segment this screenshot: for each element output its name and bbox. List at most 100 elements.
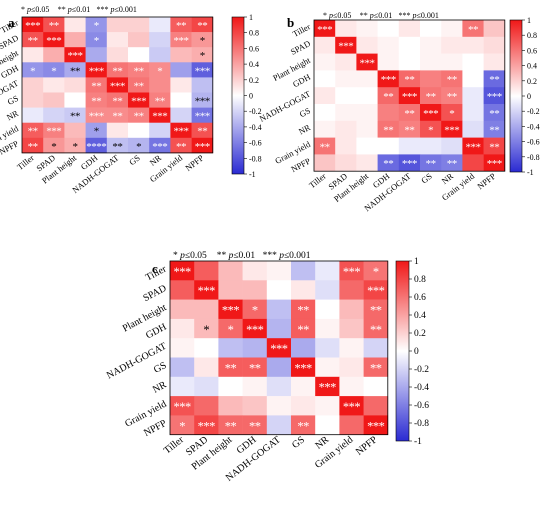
significance-mark-b-5-6: * bbox=[449, 108, 454, 120]
heatmap-cell-c-3-7 bbox=[339, 318, 364, 339]
significance-mark-b-3-4: ** bbox=[404, 74, 414, 86]
heatmap-cell-b-7-5 bbox=[420, 137, 442, 155]
colorbar-tick-label-c-10: -1 bbox=[414, 437, 422, 447]
significance-mark-a-1-1: *** bbox=[46, 35, 61, 47]
significance-mark-c-5-3: ** bbox=[249, 361, 261, 375]
significance-mark-a-8-3: **** bbox=[86, 141, 106, 153]
significance-mark-a-5-5: *** bbox=[131, 95, 146, 107]
legend-p01-b: ** p≤0.01 bbox=[360, 11, 392, 20]
heatmap-cell-a-7-0 bbox=[22, 122, 44, 139]
heatmap-cell-a-0-3 bbox=[85, 17, 108, 33]
panel-label-b: b bbox=[287, 15, 294, 30]
colorbar-tick-label-a-6: -0.2 bbox=[249, 107, 262, 116]
heatmap-cell-a-6-1 bbox=[43, 107, 65, 123]
heatmap-cell-b-1-7 bbox=[462, 36, 484, 54]
heatmap-cell-a-0-6 bbox=[149, 17, 171, 33]
heatmap-cell-b-1-4 bbox=[398, 36, 421, 54]
heatmap-cell-c-5-7 bbox=[339, 357, 364, 378]
significance-mark-b-7-0: ** bbox=[320, 141, 330, 153]
heatmap-cell-a-2-8 bbox=[191, 47, 214, 63]
significance-mark-a-1-3: * bbox=[94, 35, 99, 47]
significance-mark-a-5-8: *** bbox=[195, 95, 210, 107]
significance-mark-c-2-5: ** bbox=[297, 303, 309, 317]
heatmap-cell-c-8-1 bbox=[194, 415, 219, 435]
significance-mark-a-6-3: *** bbox=[89, 111, 104, 123]
heatmap-cell-a-4-8 bbox=[191, 77, 214, 93]
significance-mark-b-8-3: ** bbox=[383, 158, 393, 170]
heatmap-cell-b-2-3 bbox=[377, 53, 400, 71]
heatmap-cell-b-5-5 bbox=[420, 104, 442, 122]
significance-mark-a-5-3: ** bbox=[91, 95, 101, 107]
heatmap-cell-c-1-0 bbox=[170, 280, 195, 300]
significance-mark-c-0-0: *** bbox=[173, 265, 191, 279]
heatmap-cell-c-4-5 bbox=[291, 338, 316, 358]
colorbar-tick-label-b-6: -0.2 bbox=[527, 107, 540, 116]
heatmap-cell-c-5-1 bbox=[194, 357, 219, 378]
colorbar-tick-label-a-8: -0.6 bbox=[249, 139, 262, 148]
heatmap-cell-c-6-3 bbox=[242, 376, 268, 397]
heatmap-cell-a-8-0 bbox=[22, 137, 44, 154]
heatmap-cell-c-3-6 bbox=[315, 318, 340, 339]
heatmap-cell-b-2-0 bbox=[314, 53, 336, 71]
heatmap-cell-a-0-4 bbox=[106, 17, 129, 33]
significance-mark-c-5-8: ** bbox=[370, 361, 382, 375]
significance-mark-b-7-7: *** bbox=[466, 141, 481, 153]
row-label-c-4: NADH-GOGAT bbox=[105, 341, 169, 382]
significance-mark-c-3-3: *** bbox=[246, 323, 264, 337]
significance-mark-a-6-5: ** bbox=[134, 111, 144, 123]
heatmap-cell-c-1-3 bbox=[242, 280, 268, 300]
heatmap-cell-b-8-2 bbox=[356, 154, 378, 172]
heatmap-cell-c-7-0 bbox=[170, 396, 195, 416]
colorbar-tick-label-a-3: 0.4 bbox=[249, 60, 259, 69]
heatmap-cell-b-6-5 bbox=[420, 120, 442, 138]
heatmap-cell-c-3-5 bbox=[291, 318, 316, 339]
heatmap-cell-c-7-4 bbox=[266, 396, 292, 416]
heatmap-cell-a-4-0 bbox=[22, 77, 44, 93]
heatmap-cell-c-4-1 bbox=[194, 338, 219, 358]
heatmap-cell-b-2-8 bbox=[483, 53, 506, 71]
significance-mark-a-0-1: ** bbox=[49, 20, 59, 32]
heatmap-cell-b-2-7 bbox=[462, 53, 484, 71]
heatmap-cell-a-1-6 bbox=[149, 32, 171, 48]
heatmap-cell-b-0-2 bbox=[356, 20, 378, 38]
significance-mark-a-5-6: ** bbox=[155, 95, 165, 107]
row-label-b-5: GS bbox=[298, 105, 313, 119]
colorbar-tick-label-c-9: -0.8 bbox=[414, 419, 429, 429]
heatmap-cell-b-3-5 bbox=[420, 70, 442, 88]
significance-mark-c-2-8: ** bbox=[370, 303, 382, 317]
heatmap-cell-a-7-1 bbox=[43, 122, 65, 139]
significance-mark-b-6-4: ** bbox=[404, 125, 414, 137]
significance-mark-a-7-1: *** bbox=[46, 126, 61, 138]
heatmap-cell-a-5-2 bbox=[64, 92, 86, 108]
heatmap-cell-b-6-4 bbox=[398, 120, 421, 138]
heatmap-cell-a-0-5 bbox=[128, 17, 150, 33]
heatmap-cell-c-8-5 bbox=[291, 415, 316, 435]
legend-p001-b: *** p≤0.001 bbox=[398, 11, 438, 20]
significance-mark-b-2-2: *** bbox=[360, 57, 375, 69]
colorbar-tick-label-c-7: -0.4 bbox=[414, 383, 429, 393]
heatmap-cell-c-0-6 bbox=[315, 261, 340, 281]
heatmap-cell-b-1-0 bbox=[314, 36, 336, 54]
heatmap-cell-a-8-6 bbox=[149, 137, 171, 154]
heatmap-cell-c-4-7 bbox=[339, 338, 364, 358]
significance-mark-c-2-2: *** bbox=[222, 303, 240, 317]
heatmap-cell-a-4-1 bbox=[43, 77, 65, 93]
colorbar-tick-label-b-10: -1 bbox=[527, 168, 534, 177]
heatmap-cell-b-4-3 bbox=[377, 87, 400, 105]
significance-mark-c-8-5: ** bbox=[297, 419, 309, 433]
heatmap-cell-b-7-2 bbox=[356, 137, 378, 155]
heatmap-cell-c-0-3 bbox=[242, 261, 268, 281]
heatmap-frame-c bbox=[169, 260, 389, 436]
heatmap-cell-a-5-6 bbox=[149, 92, 171, 108]
heatmap-cell-c-7-5 bbox=[291, 396, 316, 416]
heatmap-cell-b-3-1 bbox=[335, 70, 357, 88]
significance-mark-c-1-1: *** bbox=[198, 284, 216, 298]
heatmap-cell-a-3-5 bbox=[128, 62, 150, 78]
heatmap-cell-c-3-4 bbox=[266, 318, 292, 339]
heatmap-cell-b-6-2 bbox=[356, 120, 378, 138]
significance-mark-b-8-6: ** bbox=[447, 158, 457, 170]
colorbar-a bbox=[231, 16, 245, 175]
row-label-a-5: GS bbox=[6, 93, 21, 107]
heatmap-cell-b-5-3 bbox=[377, 104, 400, 122]
significance-mark-b-6-8: ** bbox=[489, 125, 499, 137]
